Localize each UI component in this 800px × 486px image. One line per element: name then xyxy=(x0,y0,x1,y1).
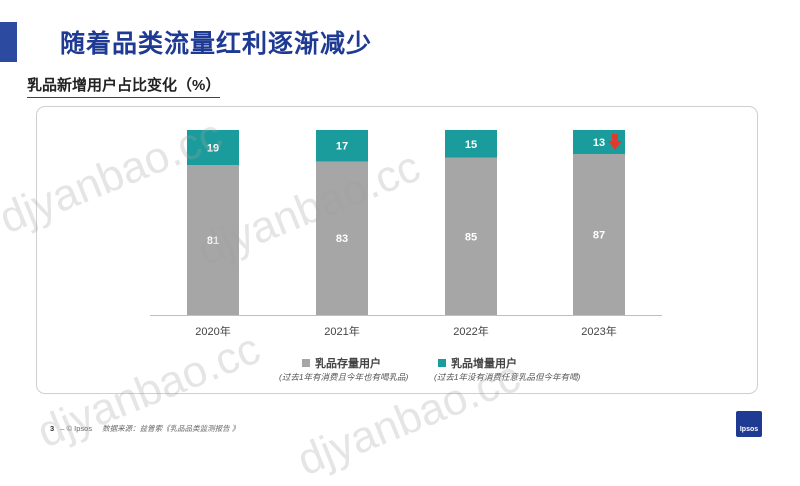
chart-panel xyxy=(36,106,758,394)
chart-subtitle: 乳品新增用户占比变化（%） xyxy=(27,74,221,98)
bar-new-1 xyxy=(316,130,368,162)
bar-existing-3 xyxy=(573,154,625,315)
data-label-new-3: 13 xyxy=(593,137,605,149)
x-tick-label-2: 2022年 xyxy=(453,324,488,338)
legend-note-new: (过去1年没有消费任意乳品但今年有喝) xyxy=(434,372,581,382)
down-arrow-icon xyxy=(608,134,622,150)
stacked-bar-chart: 81 19 2020年 83 17 2021年 85 15 2022年 87 13 2023年 xyxy=(150,130,662,338)
source-text: 数据来源：益普索《乳品品类监测报告 》 xyxy=(102,424,240,433)
x-tick-label-1: 2021年 xyxy=(324,324,359,338)
data-label-existing-0: 81 xyxy=(207,235,219,247)
legend-swatch-existing xyxy=(302,359,310,367)
footer-separator: – xyxy=(60,424,65,433)
data-label-existing-3: 87 xyxy=(593,230,605,242)
bar-new-2 xyxy=(445,130,497,158)
legend-item-new-users: 乳品增量用户 xyxy=(438,355,517,371)
bar-existing-0 xyxy=(187,165,239,315)
legend-item-existing-users: 乳品存量用户 xyxy=(302,355,381,371)
data-label-existing-1: 83 xyxy=(336,233,348,245)
legend-note-existing: (过去1年有消费且今年也有喝乳品) xyxy=(279,372,409,382)
x-tick-label-0: 2020年 xyxy=(195,324,230,338)
legend-label-existing: 乳品存量用户 xyxy=(315,358,381,370)
ipsos-logo: Ipsos xyxy=(736,411,762,437)
bar-existing-2 xyxy=(445,157,497,315)
footer: 3 – © Ipsos 数据来源：益普索《乳品品类监测报告 》 xyxy=(50,423,239,434)
data-label-new-1: 17 xyxy=(336,141,348,153)
legend-swatch-new xyxy=(438,359,446,367)
bar-new-0 xyxy=(187,130,239,166)
bar-existing-1 xyxy=(316,161,368,315)
page-number: 3 xyxy=(50,424,55,433)
data-label-new-0: 19 xyxy=(207,143,219,155)
title-accent-bar xyxy=(0,22,17,62)
copyright-text: © Ipsos xyxy=(66,424,93,433)
x-tick-label-3: 2023年 xyxy=(581,324,616,338)
legend-label-new: 乳品增量用户 xyxy=(451,358,517,370)
page-title: 随着品类流量红利逐渐减少 xyxy=(60,30,373,58)
data-label-existing-2: 85 xyxy=(465,231,477,243)
data-label-new-2: 15 xyxy=(465,139,477,151)
